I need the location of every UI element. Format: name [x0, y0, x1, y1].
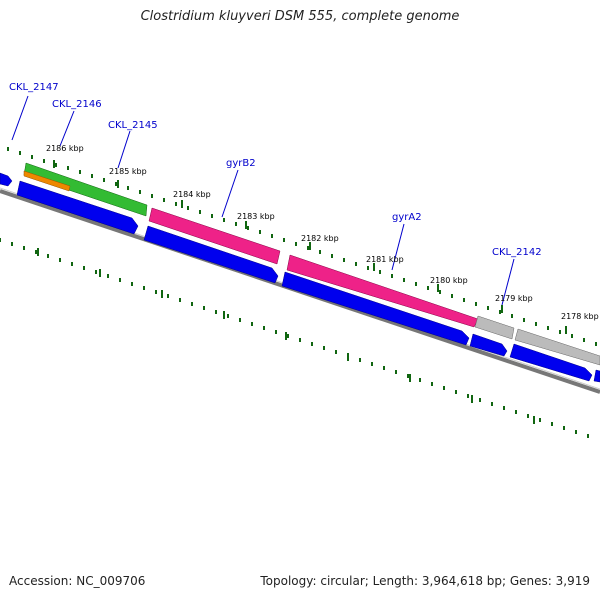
gene-label-ckl-2147[interactable]: CKL_2147	[9, 82, 59, 93]
gene-label-ckl-2145[interactable]: CKL_2145	[108, 120, 158, 131]
cds-arrow-2[interactable]	[143, 225, 279, 284]
gene-gyra2-block[interactable]	[286, 254, 479, 328]
gene-ckl-2146-block[interactable]	[23, 170, 71, 192]
gene-gyrb2-block[interactable]	[148, 207, 281, 265]
cds-arrow-6[interactable]	[593, 369, 600, 383]
gene-ckl-2142-block[interactable]	[474, 315, 515, 340]
tick-label-2184: 2184 kbp	[173, 190, 211, 199]
tick-label-2178: 2178 kbp	[561, 312, 599, 321]
outer-tick-ring	[7, 147, 597, 346]
cds-arrow-1[interactable]	[16, 180, 139, 235]
gene-label-gyra2[interactable]: gyrA2	[392, 212, 422, 223]
tick-label-2185: 2185 kbp	[109, 167, 147, 176]
map-title: Clostridium kluyveri DSM 555, complete g…	[140, 9, 460, 24]
cds-arrow-5[interactable]	[509, 343, 593, 382]
tick-label-2179: 2179 kbp	[495, 294, 533, 303]
tick-label-2182: 2182 kbp	[301, 234, 339, 243]
gene-label-ckl-2146[interactable]: CKL_2146	[52, 99, 102, 110]
cds-arrow-4[interactable]	[469, 333, 508, 357]
tick-label-2186: 2186 kbp	[46, 144, 84, 153]
gene-ckl-2141-block[interactable]	[514, 328, 600, 366]
tick-label-2180: 2180 kbp	[430, 276, 468, 285]
cds-arrow-3[interactable]	[281, 271, 470, 346]
accession-label: Accession: NC_009706	[9, 574, 146, 588]
label-leader-lines	[11, 95, 515, 306]
genome-summary: Topology: circular; Length: 3,964,618 bp…	[260, 574, 590, 588]
gene-label-gyrb2[interactable]: gyrB2	[226, 158, 256, 169]
tick-label-2183: 2183 kbp	[237, 212, 275, 221]
inner-tick-ring	[0, 238, 589, 438]
gene-ckl-2147-arrow[interactable]	[0, 172, 13, 187]
gene-label-ckl-2142[interactable]: CKL_2142	[492, 247, 542, 258]
tick-label-2181: 2181 kbp	[366, 255, 404, 264]
